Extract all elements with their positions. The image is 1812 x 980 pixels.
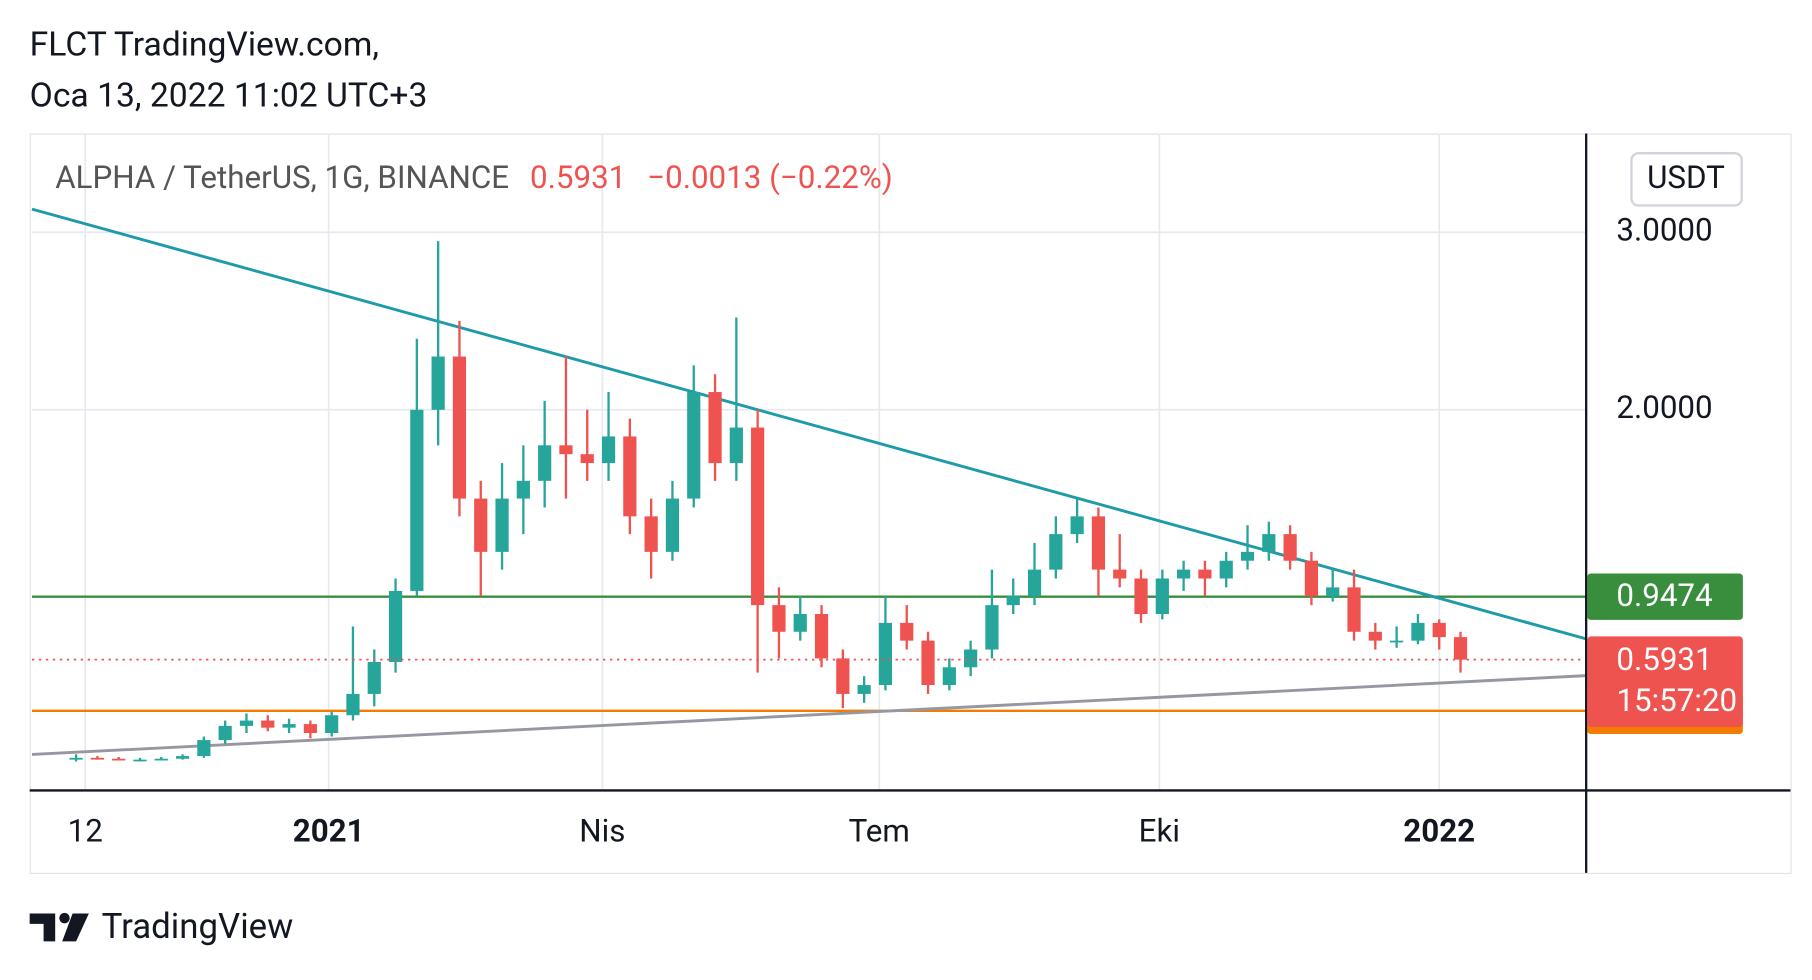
- candle-body: [1006, 596, 1020, 606]
- candle-body: [410, 409, 424, 591]
- level-label: 0.9474: [1616, 577, 1712, 614]
- footer-brand: TradingView: [102, 906, 294, 947]
- candle-body: [772, 605, 786, 632]
- candle-body: [239, 720, 254, 726]
- candle-body: [559, 445, 573, 455]
- candle-body: [1411, 622, 1425, 641]
- candle-body: [964, 649, 978, 668]
- candle-body: [623, 436, 637, 517]
- x-tick-label: Nis: [579, 813, 625, 850]
- y-tick-label: 3.0000: [1616, 211, 1712, 248]
- candle-body: [878, 622, 893, 686]
- candle-body: [601, 436, 616, 464]
- x-tick-label: Tem: [849, 813, 910, 850]
- candle-body: [218, 725, 232, 741]
- candle-body: [1283, 534, 1297, 561]
- candle-body: [921, 640, 935, 686]
- candle-body: [857, 685, 871, 694]
- x-tick-label: 2021: [293, 813, 365, 850]
- candle-body: [133, 759, 147, 762]
- chart-frame: [29, 133, 1792, 875]
- candle-body: [814, 614, 829, 659]
- candle-body: [900, 622, 914, 641]
- candle-body: [346, 693, 360, 716]
- candle-body: [474, 498, 488, 552]
- candle-body: [729, 427, 743, 464]
- candle-body: [1177, 569, 1191, 579]
- candle-body: [1070, 516, 1084, 535]
- candle-body: [1219, 560, 1233, 579]
- candle-body: [431, 356, 445, 410]
- candle-body: [665, 498, 680, 552]
- candle-body: [154, 758, 168, 761]
- candle-body: [538, 445, 552, 481]
- plot: [31, 133, 1587, 790]
- countdown-label: 15:57:20: [1616, 682, 1737, 719]
- candle-body: [90, 757, 104, 760]
- last-price-badge: [1587, 636, 1743, 727]
- header-line2: Oca 13, 2022 11:02 UTC+3: [30, 76, 428, 115]
- candle-body: [388, 590, 403, 662]
- candle-body: [367, 661, 381, 694]
- candle-body: [1304, 560, 1319, 597]
- candle-body: [687, 392, 701, 499]
- candle-body: [1134, 578, 1148, 615]
- candle-body: [1198, 569, 1212, 579]
- x-tick-label: Eki: [1139, 813, 1180, 850]
- candle-body: [325, 715, 339, 733]
- level-badge: [1587, 573, 1743, 620]
- currency-box[interactable]: [1630, 152, 1743, 207]
- candle-body: [580, 454, 594, 464]
- candle-body: [942, 667, 956, 686]
- candle-body: [1326, 587, 1340, 597]
- candle-body: [751, 427, 765, 606]
- candle-body: [644, 516, 658, 552]
- trend-line: [31, 207, 1587, 641]
- candle-body: [1027, 569, 1042, 597]
- candle-body: [1432, 622, 1446, 638]
- x-tick-label: 12: [68, 813, 103, 850]
- candle-body: [261, 720, 275, 728]
- legend-price: 0.5931: [530, 159, 626, 196]
- candle-body: [1155, 578, 1169, 615]
- candle-body: [175, 756, 190, 759]
- x-tick-label: 2022: [1403, 813, 1475, 850]
- y-tick-label: 2.0000: [1616, 389, 1712, 426]
- candle-body: [1368, 631, 1382, 641]
- candle-body: [708, 392, 722, 464]
- candle-body: [1240, 551, 1255, 561]
- candle-body: [1347, 587, 1361, 632]
- candle-body: [1113, 569, 1127, 579]
- candle-body: [1049, 534, 1063, 570]
- currency-label[interactable]: USDT: [1647, 159, 1725, 196]
- legend-symbol: ALPHA / TetherUS, 1G, BINANCE: [55, 159, 509, 196]
- candle-body: [452, 356, 467, 499]
- candle-body: [69, 757, 83, 760]
- tradingview-logo: [29, 912, 89, 942]
- trend-line: [31, 674, 1587, 756]
- candle-body: [1262, 534, 1276, 552]
- candle-body: [516, 480, 530, 499]
- candle-body: [1390, 640, 1404, 643]
- header-line1: FLCT TradingView.com,: [30, 25, 379, 64]
- candle-body: [197, 740, 211, 757]
- legend-change: −0.0013 (−0.22%): [647, 159, 893, 196]
- candle-body: [793, 614, 807, 632]
- candle-body: [282, 724, 296, 728]
- candle-body: [836, 658, 850, 694]
- candle-body: [495, 498, 509, 552]
- candle-body: [112, 758, 126, 761]
- candle-body: [303, 724, 317, 733]
- last-price-label: 0.5931: [1616, 641, 1712, 678]
- candle-body: [1453, 637, 1468, 660]
- candle-body: [985, 605, 999, 650]
- candle-body: [1091, 516, 1106, 570]
